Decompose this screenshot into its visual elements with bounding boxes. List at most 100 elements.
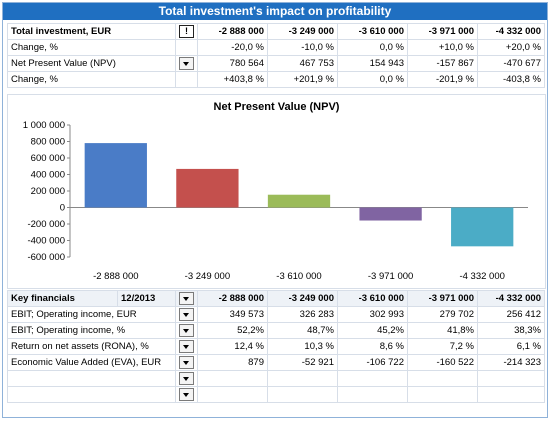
y-tick-label: -200 000 — [27, 219, 65, 230]
period-select[interactable]: 12/2013 — [117, 290, 176, 307]
investment-row: Total investment, EUR! -2 888 000 -3 249 0… — [7, 23, 545, 40]
value-cell: -157 867 — [407, 55, 478, 72]
chevron-down-icon[interactable] — [179, 340, 194, 353]
value-cell: 467 753 — [267, 55, 338, 72]
financial-row — [7, 386, 545, 403]
key-financials-header: Key financials 12/2013 -2 888 000 -3 249 00… — [7, 290, 545, 307]
value-cell: 8,6 % — [337, 338, 408, 355]
metric-select[interactable] — [7, 386, 176, 403]
chevron-down-icon[interactable] — [179, 356, 194, 369]
metric-select[interactable]: EBIT; Operating income, EUR — [7, 306, 176, 323]
investment-row: Change, % -20,0 % -10,0 % 0,0 % +10,0 % +20,0… — [7, 39, 545, 56]
value-cell: 52,2% — [197, 322, 268, 339]
row-control-cell — [175, 71, 198, 88]
value-cell: 879 — [197, 354, 268, 371]
y-tick-label: 400 000 — [31, 170, 65, 181]
investment-row: Net Present Value (NPV) 780 564 467 753 154… — [7, 55, 545, 72]
value-cell: 38,3% — [477, 322, 545, 339]
chevron-down-icon[interactable] — [179, 372, 194, 385]
value-cell: -2 888 000 — [197, 23, 268, 40]
value-cell: 6,1 % — [477, 338, 545, 355]
value-cell: 0,0 % — [337, 71, 408, 88]
value-cell: 48,7% — [267, 322, 338, 339]
header-cell: -4 332 000 — [477, 290, 545, 307]
value-cell — [477, 370, 545, 387]
metric-dropdown-cell — [175, 354, 198, 371]
x-tick-label: -3 971 000 — [368, 271, 413, 282]
row-label: Total investment, EUR — [7, 23, 176, 40]
y-tick-label: 1 000 000 — [23, 120, 65, 131]
y-tick-label: -400 000 — [27, 236, 65, 247]
value-cell: 302 993 — [337, 306, 408, 323]
key-financials-label: Key financials — [7, 290, 118, 307]
npv-bar — [451, 207, 514, 247]
exclamation-icon[interactable]: ! — [179, 25, 194, 38]
npv-bar — [267, 194, 331, 208]
period-dropdown-cell — [175, 290, 198, 307]
value-cell: -52 921 — [267, 354, 338, 371]
metric-select[interactable] — [7, 370, 176, 387]
npv-bar — [84, 143, 147, 208]
chevron-down-icon[interactable] — [179, 292, 194, 305]
value-cell: -3 249 000 — [267, 23, 338, 40]
metric-select[interactable]: Economic Value Added (EVA), EUR — [7, 354, 176, 371]
y-tick-label: 0 — [60, 203, 65, 214]
value-cell: +201,9 % — [267, 71, 338, 88]
chevron-down-icon[interactable] — [179, 324, 194, 337]
financial-row: Return on net assets (RONA), % 12,4 % 10,3… — [7, 338, 545, 355]
value-cell — [197, 370, 268, 387]
value-cell: 0,0 % — [337, 39, 408, 56]
value-cell: 41,8% — [407, 322, 478, 339]
value-cell: -214 323 — [477, 354, 545, 371]
y-tick-label: -600 000 — [27, 252, 65, 263]
metric-dropdown-cell — [175, 306, 198, 323]
metric-dropdown-cell — [175, 386, 198, 403]
row-label: Change, % — [7, 71, 176, 88]
row-control-cell — [175, 55, 198, 72]
chevron-down-icon[interactable] — [179, 57, 194, 70]
key-financials-table: Key financials 12/2013 -2 888 000 -3 249 00… — [7, 290, 545, 403]
metric-dropdown-cell — [175, 322, 198, 339]
investment-row: Change, % +403,8 % +201,9 % 0,0 % -201,9 % -4… — [7, 71, 545, 88]
value-cell — [407, 386, 478, 403]
value-cell — [407, 370, 478, 387]
value-cell: 326 283 — [267, 306, 338, 323]
npv-bar — [359, 207, 422, 221]
npv-chart: Net Present Value (NPV) 1 000 000 800 000… — [7, 94, 546, 289]
x-tick-label: -3 610 000 — [276, 271, 321, 282]
y-tick-label: 800 000 — [31, 137, 65, 148]
y-tick-label: 200 000 — [31, 186, 65, 197]
value-cell — [197, 386, 268, 403]
value-cell: 7,2 % — [407, 338, 478, 355]
value-cell — [477, 386, 545, 403]
metric-select[interactable]: Return on net assets (RONA), % — [7, 338, 176, 355]
page-title: Total investment's impact on profitabili… — [3, 3, 547, 20]
value-cell: 279 702 — [407, 306, 478, 323]
value-cell — [267, 386, 338, 403]
value-cell: +10,0 % — [407, 39, 478, 56]
header-cell: -2 888 000 — [197, 290, 268, 307]
value-cell: 256 412 — [477, 306, 545, 323]
value-cell: -403,8 % — [477, 71, 545, 88]
row-label: Net Present Value (NPV) — [7, 55, 176, 72]
value-cell: -4 332 000 — [477, 23, 545, 40]
value-cell: -201,9 % — [407, 71, 478, 88]
metric-dropdown-cell — [175, 370, 198, 387]
row-control-cell: ! — [175, 23, 198, 40]
value-cell: 10,3 % — [267, 338, 338, 355]
chevron-down-icon[interactable] — [179, 308, 194, 321]
value-cell — [337, 370, 408, 387]
y-tick-label: 600 000 — [31, 153, 65, 164]
x-tick-label: -2 888 000 — [93, 271, 138, 282]
value-cell: -3 971 000 — [407, 23, 478, 40]
financial-row: EBIT; Operating income, EUR 349 573 326 28… — [7, 306, 545, 323]
financial-row: Economic Value Added (EVA), EUR 879 -52 92… — [7, 354, 545, 371]
value-cell: -470 677 — [477, 55, 545, 72]
chevron-down-icon[interactable] — [179, 388, 194, 401]
value-cell: +20,0 % — [477, 39, 545, 56]
header-cell: -3 610 000 — [337, 290, 408, 307]
metric-select[interactable]: EBIT; Operating income, % — [7, 322, 176, 339]
chart-title: Net Present Value (NPV) — [213, 101, 340, 113]
value-cell: -106 722 — [337, 354, 408, 371]
